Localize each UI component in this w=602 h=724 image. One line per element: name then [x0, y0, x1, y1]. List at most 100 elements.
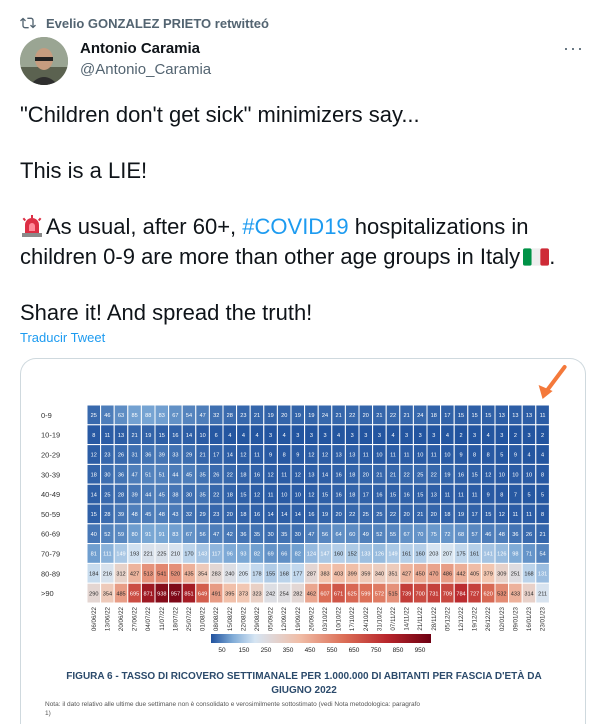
column-label: 17/10/22	[349, 606, 356, 631]
cell-value: 15	[322, 492, 328, 498]
column-label: 12/12/22	[458, 606, 465, 631]
cell-value: 11	[254, 453, 260, 459]
cell-value: 8	[487, 453, 490, 459]
cell-value: 39	[159, 453, 165, 459]
more-options-button[interactable]: ···	[563, 38, 584, 58]
cell-value: 30	[104, 473, 110, 479]
cell-value: 20	[403, 512, 409, 518]
tweet-line-1: "Children don't get sick" minimizers say…	[20, 102, 420, 127]
cell-value: 287	[307, 572, 316, 578]
cell-value: 242	[266, 591, 275, 597]
cell-value: 45	[186, 473, 192, 479]
chart-title-line-1: FIGURA 6 - TASSO DI RICOVERO SETTIMANALE…	[66, 669, 541, 682]
cell-value: 520	[171, 572, 180, 578]
cell-value: 450	[416, 572, 425, 578]
column-label: 11/07/22	[159, 606, 166, 630]
cell-value: 47	[308, 532, 314, 538]
cell-value: 9	[514, 453, 517, 459]
cell-value: 17	[213, 453, 219, 459]
row-label: 0-9	[41, 411, 52, 420]
cell-value: 435	[184, 572, 193, 578]
cell-value: 19	[322, 512, 328, 518]
cell-value: 2	[541, 433, 544, 439]
cell-value: 9	[269, 453, 272, 459]
row-label: 60-69	[41, 530, 60, 539]
cell-value: 3	[527, 433, 530, 439]
cell-value: 133	[361, 552, 370, 558]
cell-value: 45	[159, 492, 165, 498]
cell-value: 18	[227, 492, 233, 498]
cell-value: 433	[511, 591, 520, 597]
cell-value: 11	[540, 413, 546, 419]
cell-value: 36	[240, 532, 246, 538]
cell-value: 18	[349, 473, 355, 479]
tweet-media-image[interactable]: 0-9 10-19 20-29 30-39 40-49 50-59 60-69 70-79 80…	[20, 358, 586, 724]
colorbar-tick: 550	[327, 647, 338, 654]
retweet-text[interactable]: Evelio GONZALEZ PRIETO retwitteó	[46, 15, 269, 31]
cell-value: 35	[254, 532, 260, 538]
cell-value: 354	[198, 572, 207, 578]
cell-value: 71	[526, 552, 532, 558]
cell-value: 5	[527, 492, 530, 498]
cell-value: 10	[499, 473, 505, 479]
cell-value: 2	[514, 433, 517, 439]
cell-value: 207	[443, 552, 452, 558]
cell-value: 485	[116, 591, 125, 597]
avatar[interactable]	[20, 37, 68, 85]
cell-value: 124	[307, 552, 316, 558]
cell-value: 10	[199, 433, 205, 439]
cell-value: 20	[363, 413, 369, 419]
column-label: 21/11/22	[417, 606, 424, 630]
cell-value: 10	[512, 473, 518, 479]
cell-value: 3	[364, 433, 367, 439]
cell-value: 30	[295, 532, 301, 538]
cell-value: 26	[526, 532, 532, 538]
cell-value: 67	[172, 413, 178, 419]
cell-value: 4	[541, 453, 544, 459]
cell-value: 16	[335, 473, 341, 479]
column-label: 27/06/22	[132, 606, 139, 631]
cell-value: 13	[335, 453, 341, 459]
cell-value: 19	[267, 413, 273, 419]
row-label: 20-29	[41, 451, 60, 460]
cell-value: 48	[159, 512, 165, 518]
author-name[interactable]: Antonio Caramia	[80, 40, 201, 57]
column-label: 07/11/22	[390, 606, 397, 630]
retweet-icon	[20, 17, 36, 29]
cell-value: 3	[405, 433, 408, 439]
cell-value: 18	[240, 512, 246, 518]
author-handle[interactable]: @Antonio_Caramia	[80, 61, 212, 78]
cell-value: 399	[348, 572, 357, 578]
tweet-line-3a: As usual, after 60+,	[46, 214, 243, 239]
cell-value: 283	[212, 572, 221, 578]
cell-value: 491	[212, 591, 221, 597]
cell-value: 40	[91, 532, 97, 538]
cell-value: 12	[91, 453, 97, 459]
cell-value: 4	[255, 433, 258, 439]
cell-value: 19	[295, 413, 301, 419]
column-label: 04/07/22	[145, 606, 152, 631]
cell-value: 373	[239, 591, 248, 597]
hashtag-link[interactable]: #COVID19	[242, 214, 349, 239]
column-label: 25/07/22	[186, 606, 193, 631]
cell-value: 22	[349, 413, 355, 419]
cell-value: 17	[444, 413, 450, 419]
cell-value: 13	[118, 433, 124, 439]
cell-value: 19	[458, 512, 464, 518]
cell-value: 871	[144, 591, 153, 597]
translate-tweet-link[interactable]: Traducir Tweet	[20, 330, 106, 345]
cell-value: 462	[307, 591, 316, 597]
cell-value: 43	[172, 512, 178, 518]
cell-value: 168	[280, 572, 289, 578]
cell-value: 221	[144, 552, 153, 558]
cell-value: 625	[348, 591, 357, 597]
cell-value: 13	[499, 413, 505, 419]
cell-value: 3	[351, 433, 354, 439]
cell-value: 16	[458, 473, 464, 479]
column-label: 26/12/22	[485, 606, 492, 631]
cell-value: 28	[227, 413, 233, 419]
cell-value: 15	[471, 413, 477, 419]
cell-value: 20	[227, 512, 233, 518]
cell-value: 8	[473, 453, 476, 459]
cell-value: 3	[473, 433, 476, 439]
